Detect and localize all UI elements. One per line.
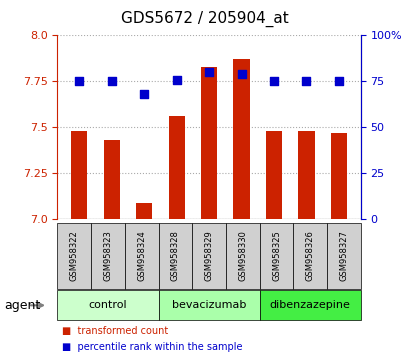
Point — [108, 79, 115, 84]
Text: bevacizumab: bevacizumab — [171, 300, 246, 310]
Text: GSM958326: GSM958326 — [305, 230, 314, 281]
Bar — [168, 116, 184, 219]
Point — [205, 69, 212, 75]
Text: agent: agent — [4, 299, 40, 312]
Point — [302, 79, 309, 84]
Text: GSM958325: GSM958325 — [271, 230, 280, 281]
Text: dibenzazepine: dibenzazepine — [269, 300, 350, 310]
Point — [238, 71, 244, 77]
Point — [173, 77, 180, 82]
Text: GSM958322: GSM958322 — [70, 230, 79, 281]
Bar — [200, 67, 217, 219]
Text: ■  percentile rank within the sample: ■ percentile rank within the sample — [61, 342, 241, 352]
Point — [141, 91, 147, 97]
Bar — [330, 133, 346, 219]
Text: control: control — [88, 300, 127, 310]
Text: GSM958323: GSM958323 — [103, 230, 112, 281]
Bar — [233, 59, 249, 219]
Text: GSM958330: GSM958330 — [238, 230, 247, 281]
Text: GSM958329: GSM958329 — [204, 230, 213, 281]
Bar — [136, 203, 152, 219]
Point — [335, 79, 342, 84]
Text: GSM958324: GSM958324 — [137, 230, 146, 281]
Bar — [265, 131, 281, 219]
Text: GSM958327: GSM958327 — [339, 230, 348, 281]
Point — [270, 79, 276, 84]
Point — [76, 79, 82, 84]
Text: GSM958328: GSM958328 — [171, 230, 180, 281]
Bar — [103, 140, 119, 219]
Text: GDS5672 / 205904_at: GDS5672 / 205904_at — [121, 11, 288, 27]
Bar — [71, 131, 87, 219]
Bar — [298, 131, 314, 219]
Text: ■  transformed count: ■ transformed count — [61, 326, 167, 336]
